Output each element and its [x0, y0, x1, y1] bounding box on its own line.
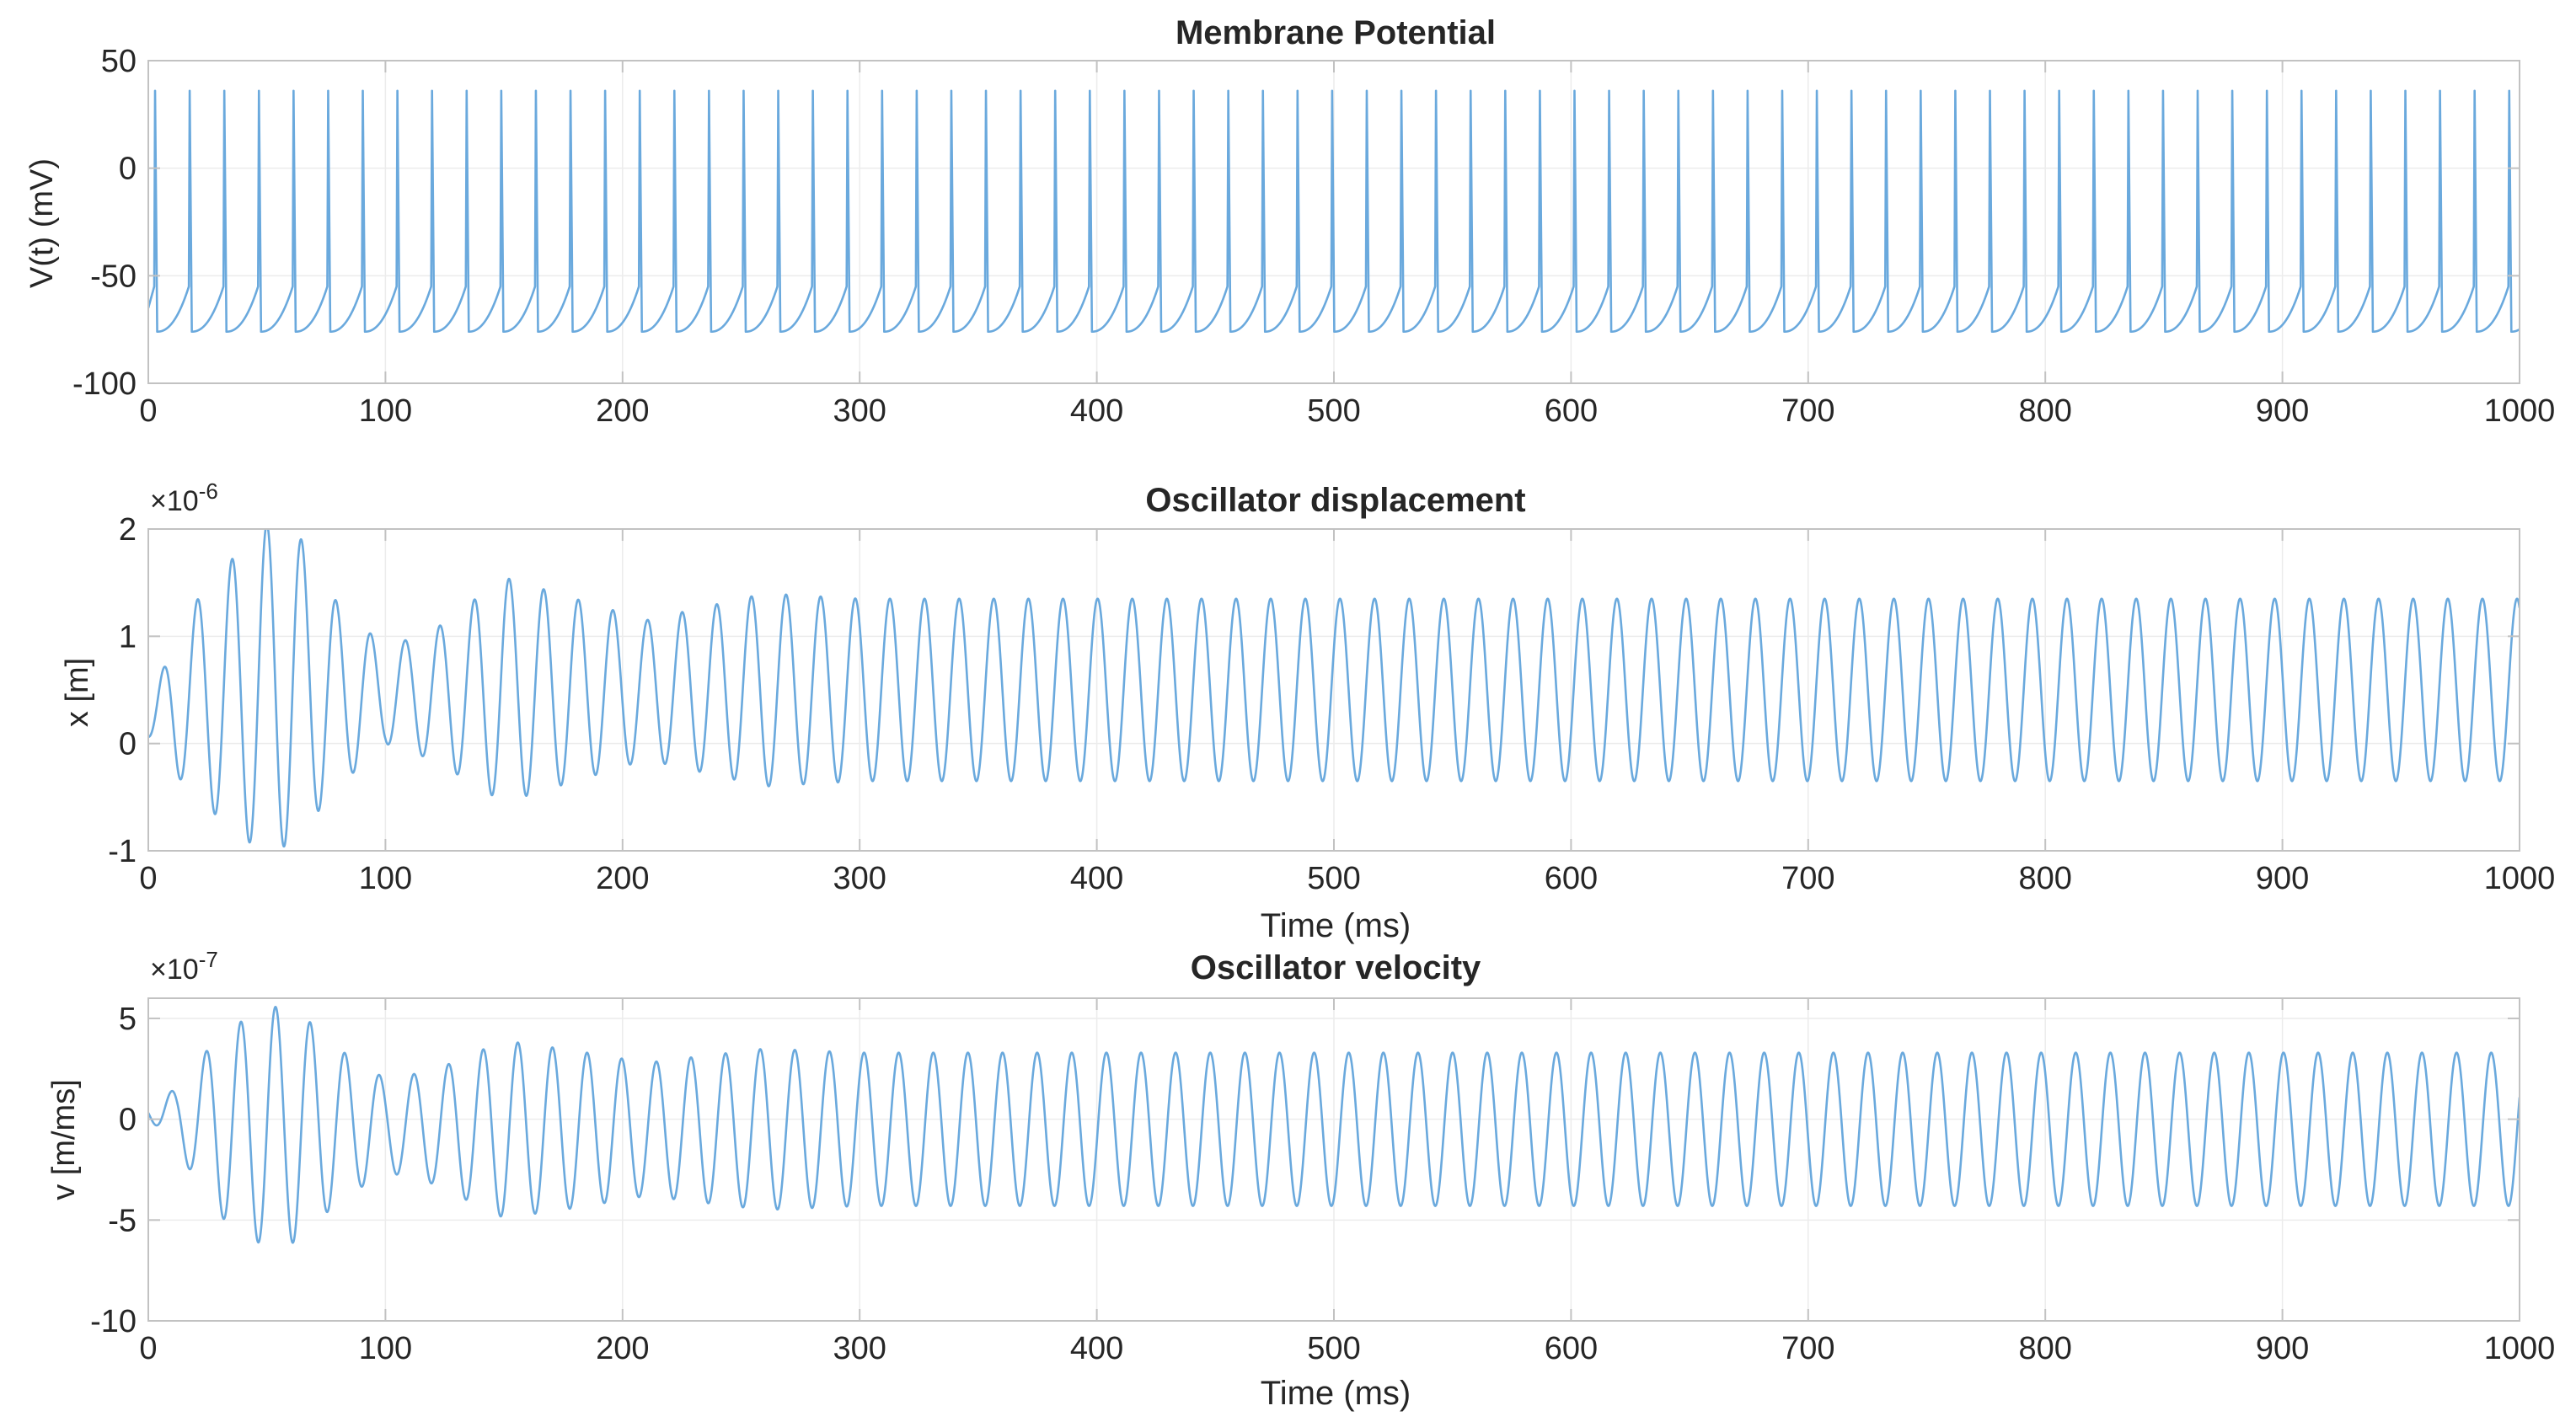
y-exponent-label: ×10-7 — [150, 947, 218, 986]
exponent-base: ×10 — [150, 954, 199, 986]
y-tick-label: 0 — [119, 152, 137, 187]
x-tick-label: 700 — [1781, 1331, 1834, 1366]
x-tick-label: 600 — [1545, 861, 1598, 896]
x-tick-label: 500 — [1307, 861, 1360, 896]
x-tick-label: 400 — [1070, 861, 1123, 896]
panel-title: Membrane Potential — [1176, 14, 1496, 51]
x-tick-label: 200 — [596, 1331, 649, 1366]
x-tick-label: 1000 — [2484, 861, 2556, 896]
y-exponent-label: ×10-6 — [150, 478, 218, 517]
x-tick-label: 300 — [833, 393, 886, 429]
exponent-power: -7 — [199, 947, 218, 972]
y-tick-label: 0 — [119, 727, 137, 762]
x-tick-label: 0 — [139, 861, 157, 896]
x-tick-label: 800 — [2018, 393, 2071, 429]
x-tick-label: 500 — [1307, 1331, 1360, 1366]
x-tick-label: 900 — [2256, 393, 2309, 429]
y-tick-label: -50 — [90, 259, 137, 294]
x-tick-label: 700 — [1781, 393, 1834, 429]
oscillator-velocity-panel: Oscillator velocity v [m/ms] Time (ms) ×… — [46, 947, 2555, 1412]
exponent-base: ×10 — [150, 485, 199, 517]
x-tick-label: 700 — [1781, 861, 1834, 896]
x-axis-label: Time (ms) — [1261, 907, 1411, 944]
x-tick-label: 600 — [1545, 1331, 1598, 1366]
y-tick-label: 2 — [119, 512, 137, 548]
series-line — [148, 529, 2520, 848]
x-tick-label: 100 — [359, 393, 412, 429]
x-tick-label: 300 — [833, 1331, 886, 1366]
x-axis-label: Time (ms) — [1261, 1375, 1411, 1412]
y-axis-label: v [m/ms] — [46, 1079, 82, 1200]
y-axis-label: V(t) (mV) — [24, 158, 60, 288]
x-tick-label: 400 — [1070, 393, 1123, 429]
x-tick-label: 200 — [596, 393, 649, 429]
x-tick-label: 800 — [2018, 1331, 2071, 1366]
y-tick-label: 0 — [119, 1103, 137, 1138]
y-tick-label: -10 — [90, 1304, 137, 1339]
x-tick-label: 300 — [833, 861, 886, 896]
x-tick-label: 500 — [1307, 393, 1360, 429]
series-line — [148, 89, 2520, 334]
y-axis-label: x [m] — [60, 658, 95, 727]
x-tick-label: 0 — [139, 1331, 157, 1366]
x-tick-label: 100 — [359, 1331, 412, 1366]
y-tick-label: 1 — [119, 619, 137, 655]
x-tick-label: 600 — [1545, 393, 1598, 429]
panel-title: Oscillator velocity — [1191, 949, 1481, 986]
y-tick-label: -5 — [108, 1203, 137, 1238]
x-tick-label: 200 — [596, 861, 649, 896]
x-tick-label: 1000 — [2484, 393, 2556, 429]
x-tick-label: 100 — [359, 861, 412, 896]
x-tick-label: 900 — [2256, 1331, 2309, 1366]
exponent-power: -6 — [199, 478, 218, 504]
membrane-potential-panel: Membrane Potential V(t) (mV) 0 100 200 300 4… — [24, 14, 2555, 429]
x-tick-label: 400 — [1070, 1331, 1123, 1366]
y-tick-label: 50 — [101, 44, 137, 79]
x-tick-label: 800 — [2018, 861, 2071, 896]
y-tick-label: -100 — [72, 366, 137, 402]
x-tick-label: 1000 — [2484, 1331, 2556, 1366]
oscillator-displacement-panel: Oscillator displacement x [m] Time (ms) … — [60, 478, 2555, 944]
series-line — [148, 1006, 2520, 1244]
panel-title: Oscillator displacement — [1145, 482, 1525, 519]
y-tick-label: -1 — [108, 834, 137, 869]
x-tick-label: 900 — [2256, 861, 2309, 896]
x-tick-label: 0 — [139, 393, 157, 429]
y-tick-label: 5 — [119, 1002, 137, 1037]
